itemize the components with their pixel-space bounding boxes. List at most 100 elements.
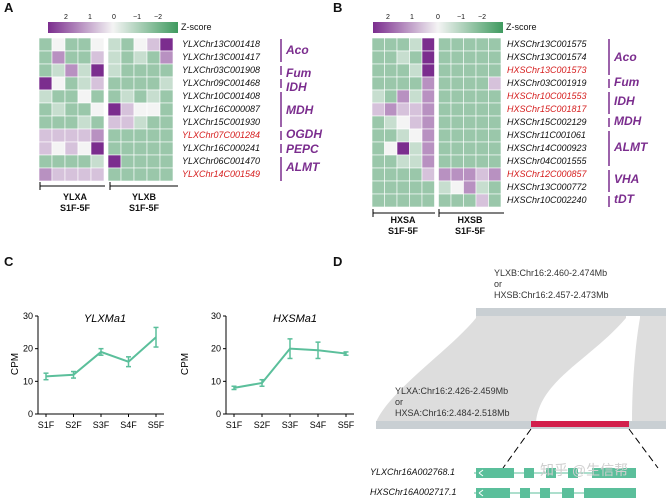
- heat-cell: [475, 63, 489, 78]
- family-brackets-a: [280, 39, 282, 181]
- heat-cell: [120, 154, 135, 169]
- family-b-tdt: tDT: [614, 192, 634, 206]
- heat-cell: [396, 180, 410, 195]
- heat-cell: [90, 128, 105, 143]
- heat-cell: [159, 76, 174, 91]
- heat-cell: [438, 63, 452, 78]
- x-tick-label: S3F: [93, 420, 110, 430]
- y-tick-label: 30: [211, 311, 221, 321]
- top-region-line2: HXSB:Chr16:2.457-2.473Mb: [494, 290, 609, 300]
- heat-cell: [51, 50, 66, 65]
- heat-cell: [488, 167, 502, 182]
- gene-model-2-label: HXSChr16A002717.1: [370, 487, 457, 497]
- heat-cell: [107, 76, 122, 91]
- heat-cell: [488, 76, 502, 91]
- heat-cell: [90, 115, 105, 130]
- heat-cell: [384, 154, 398, 169]
- group-a1-line1: YLXA: [62, 192, 87, 202]
- heat-cell: [146, 115, 161, 130]
- heat-cell: [159, 63, 174, 78]
- family-b-idh: IDH: [614, 94, 635, 108]
- y-tick-label: 0: [216, 409, 221, 419]
- heat-cell: [475, 154, 489, 169]
- gene-label: YLXChr06C001470: [182, 156, 261, 166]
- colorbar-b-tick-2: 1: [410, 14, 414, 21]
- heat-cell: [372, 193, 385, 208]
- y-tick-label: 20: [211, 344, 221, 354]
- group-b2-label: HXSB S1F-5F: [450, 215, 490, 237]
- family-a-idh: IDH: [286, 80, 307, 94]
- heat-cell: [475, 128, 489, 143]
- heat-cell: [51, 141, 66, 156]
- heat-cell: [120, 50, 135, 65]
- heat-cell: [64, 50, 79, 65]
- heat-cell: [421, 89, 435, 104]
- heat-cell: [438, 38, 452, 52]
- heat-cell: [463, 50, 477, 65]
- heat-cell: [120, 38, 135, 52]
- heat-cell: [90, 38, 105, 52]
- heat-cell: [438, 167, 452, 182]
- heat-cell: [39, 154, 53, 169]
- gene-label: YLXChr16C000241: [182, 143, 261, 153]
- x-tick-label: S5F: [148, 420, 165, 430]
- colorbar-a-tick-3: 0: [112, 14, 116, 21]
- colorbar-b-tick-5: −2: [478, 14, 486, 21]
- heat-cell: [159, 102, 174, 117]
- heat-cell: [51, 154, 66, 169]
- heat-cell: [396, 63, 410, 78]
- heat-cell: [159, 167, 174, 182]
- heat-cell: [133, 115, 148, 130]
- heat-cell: [438, 50, 452, 65]
- heat-cell: [475, 102, 489, 117]
- y-tick-label: 20: [23, 344, 33, 354]
- group-a2-line2: S1F-5F: [128, 203, 159, 213]
- heat-cell: [107, 89, 122, 104]
- gene-label: HXSChr15C002129: [507, 117, 587, 127]
- heat-cell: [396, 76, 410, 91]
- heat-cell: [384, 141, 398, 156]
- gene-label: YLXChr10C001408: [182, 91, 261, 101]
- heat-cell: [372, 141, 385, 156]
- heat-cell: [77, 102, 92, 117]
- heat-cell: [450, 193, 464, 208]
- x-tick-label: S4F: [120, 420, 137, 430]
- x-tick-label: S2F: [254, 420, 271, 430]
- heat-cell: [372, 115, 385, 130]
- gene-label: HXSChr13C001573: [507, 65, 587, 75]
- heat-cell: [120, 102, 135, 117]
- heat-cell: [64, 115, 79, 130]
- family-a-mdh: MDH: [286, 103, 314, 117]
- panel-b-label: B: [333, 0, 343, 15]
- heat-cell: [409, 76, 423, 91]
- watermark: 知乎 @生信帮: [540, 462, 629, 478]
- heat-cell: [51, 38, 66, 52]
- heat-cell: [51, 76, 66, 91]
- heat-cell: [396, 193, 410, 208]
- gene-label: HXSChr12C000857: [507, 169, 587, 179]
- heat-cell: [438, 102, 452, 117]
- gene-model-1-label: YLXChr16A002768.1: [370, 467, 456, 477]
- heat-cell: [475, 180, 489, 195]
- heat-cell: [64, 141, 79, 156]
- heat-cell: [77, 76, 92, 91]
- heat-cell: [133, 63, 148, 78]
- heat-cell: [39, 63, 53, 78]
- heat-cell: [488, 180, 502, 195]
- heat-cell: [463, 128, 477, 143]
- heat-cell: [64, 38, 79, 52]
- family-a-ogdh: OGDH: [286, 127, 322, 141]
- family-b-fum: Fum: [614, 75, 640, 89]
- family-brackets-b: [608, 39, 610, 207]
- x-tick-label: S1F: [38, 420, 55, 430]
- heat-cell: [421, 141, 435, 156]
- heat-cell: [488, 115, 502, 130]
- heat-cell: [384, 63, 398, 78]
- heat-cell: [450, 180, 464, 195]
- family-b-aco: Aco: [614, 50, 637, 64]
- heat-cell: [107, 115, 122, 130]
- heat-cell: [146, 141, 161, 156]
- family-b-vha: VHA: [614, 172, 640, 186]
- heat-cell: [51, 115, 66, 130]
- heat-cell: [64, 154, 79, 169]
